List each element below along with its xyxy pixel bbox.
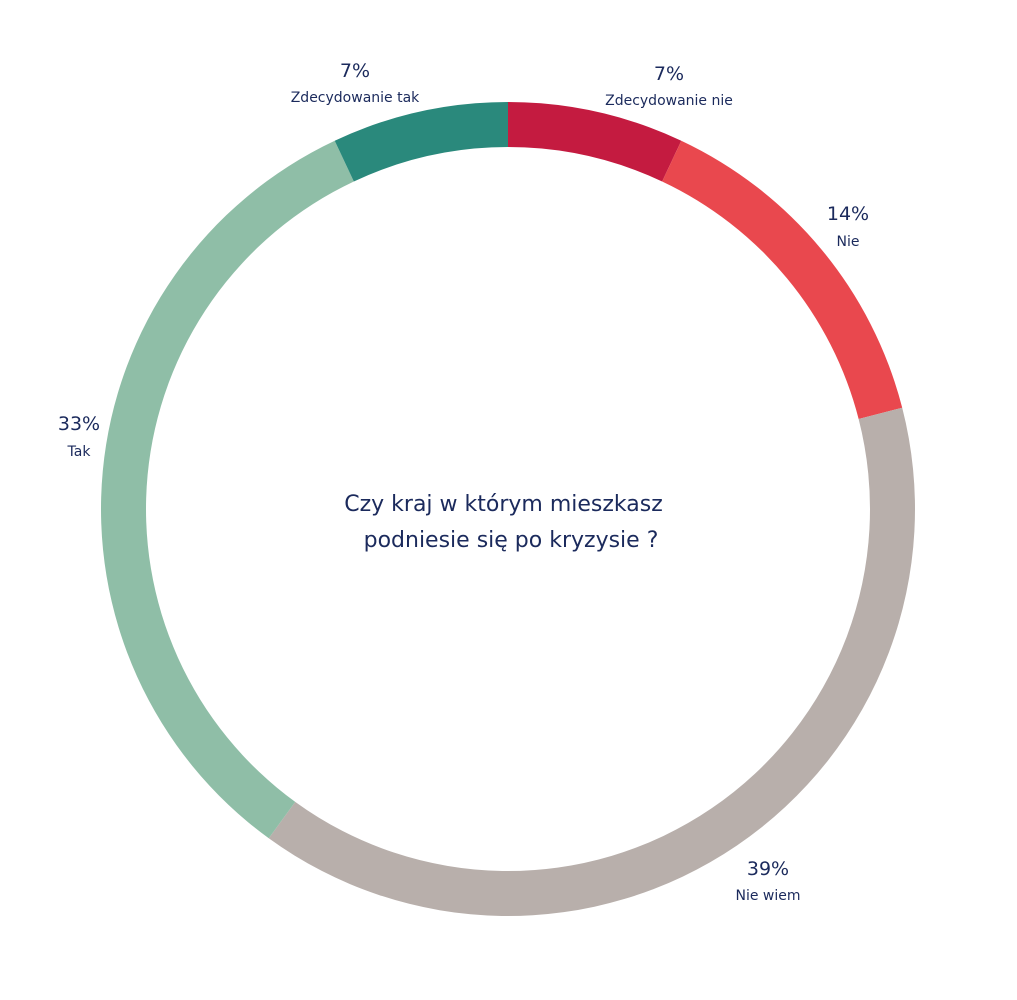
- slice-nie-wiem[interactable]: [268, 407, 916, 916]
- slice-value-label: 39%: [747, 858, 789, 880]
- slice-category-label: Zdecydowanie tak: [291, 90, 420, 106]
- chart-title: Czy kraj w którym mieszkasz podniesie si…: [344, 492, 670, 553]
- slice-labels: 7% Zdecydowanie nie 14% Nie 39% Nie wiem 33% Ta…: [58, 60, 869, 904]
- slice-value-label: 14%: [827, 203, 869, 225]
- slice-category-label: Tak: [67, 444, 92, 460]
- chart-title-line-2: podniesie się po kryzysie ?: [364, 528, 659, 553]
- chart-title-line-1: Czy kraj w którym mieszkasz: [344, 492, 663, 517]
- slice-zdecydowanie-tak[interactable]: [334, 102, 508, 182]
- slice-nie[interactable]: [662, 140, 903, 419]
- slice-tak[interactable]: [100, 140, 354, 839]
- slice-category-label: Nie: [837, 234, 860, 250]
- slice-category-label: Zdecydowanie nie: [605, 93, 733, 109]
- slice-zdecydowanie-nie[interactable]: [508, 102, 682, 182]
- donut-slices: [100, 102, 916, 916]
- slice-value-label: 7%: [654, 63, 684, 85]
- slice-value-label: 33%: [58, 413, 100, 435]
- slice-category-label: Nie wiem: [735, 888, 800, 904]
- slice-value-label: 7%: [340, 60, 370, 82]
